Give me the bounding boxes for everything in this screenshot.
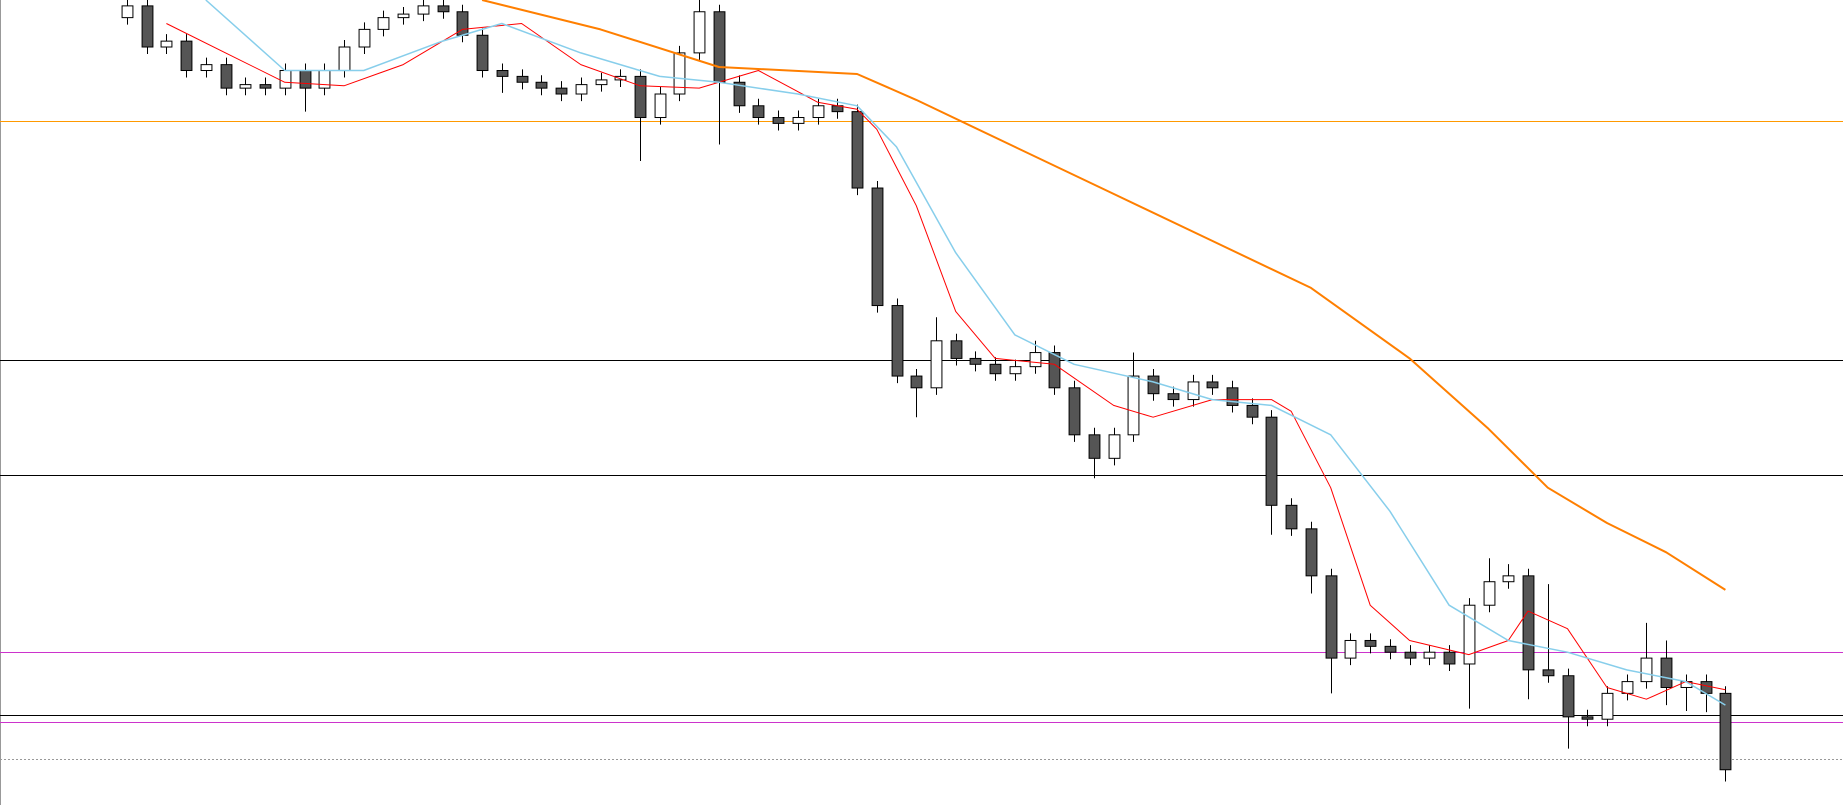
candle-body: [1581, 716, 1594, 720]
candle-body: [1483, 581, 1496, 606]
candle-body: [654, 93, 667, 119]
candle-body: [752, 105, 765, 119]
candle-body: [969, 357, 982, 365]
candle-body: [1226, 387, 1239, 406]
candle-body: [417, 5, 430, 15]
candle-body: [1719, 692, 1732, 771]
moving-average: [481, 0, 1726, 591]
candle-body: [555, 87, 568, 95]
candle-body: [377, 17, 390, 30]
candle-body: [1246, 404, 1259, 418]
candle-body: [772, 117, 785, 124]
candle-body: [476, 34, 489, 72]
candle-body: [733, 81, 746, 107]
candle-body: [1187, 381, 1200, 401]
candle-body: [437, 5, 450, 13]
candle-body: [1068, 387, 1081, 436]
candle-body: [239, 84, 252, 89]
candle-body: [1621, 681, 1634, 694]
candle-body: [1601, 692, 1614, 720]
candle-body: [397, 13, 410, 19]
candle-body: [1325, 575, 1338, 659]
candle-body: [673, 52, 686, 95]
candle-body: [1147, 375, 1160, 395]
candle-body: [279, 70, 292, 89]
candle-body: [1542, 669, 1555, 677]
candle-body: [299, 70, 312, 89]
candle-body: [1009, 366, 1022, 375]
candle-body: [358, 28, 371, 48]
candle-body: [1344, 639, 1357, 659]
candle-body: [1463, 604, 1476, 665]
candle-body: [180, 40, 193, 72]
candle-body: [891, 305, 904, 377]
candle-body: [1265, 416, 1278, 506]
candle-body: [693, 11, 706, 54]
candle-body: [1404, 651, 1417, 659]
candle-body: [910, 375, 923, 389]
candle-body: [160, 40, 173, 48]
candle-body: [141, 5, 154, 48]
candle-body: [595, 79, 608, 86]
candle-body: [535, 81, 548, 89]
candle-body: [1502, 575, 1515, 583]
candle-body: [121, 5, 134, 19]
moving-average: [205, 0, 1726, 706]
candle-body: [220, 64, 233, 89]
candle-body: [1127, 375, 1140, 436]
candle-body: [200, 64, 213, 72]
candle-body: [713, 11, 726, 83]
candle-body: [989, 363, 1002, 375]
candle-body: [614, 75, 627, 81]
candle-body: [1305, 528, 1318, 577]
candle-body: [1285, 504, 1298, 530]
candle-body: [1640, 657, 1653, 683]
candle-body: [812, 105, 825, 119]
candle-body: [1167, 393, 1180, 401]
candle-body: [575, 84, 588, 95]
candle-body: [634, 75, 647, 119]
candle-body: [1562, 675, 1575, 718]
candle-body: [1364, 639, 1377, 647]
candle-body: [851, 111, 864, 189]
candle-body: [930, 340, 943, 389]
candle-body: [792, 117, 805, 124]
candle-body: [1029, 352, 1042, 368]
candle-body: [516, 75, 529, 83]
candle-body: [1108, 434, 1121, 459]
candle-body: [1048, 352, 1061, 389]
candle-body: [318, 70, 331, 89]
candle-body: [871, 187, 884, 307]
candle-body: [338, 46, 351, 72]
candle-body: [1384, 645, 1397, 653]
candle-body: [1660, 657, 1673, 688]
candle-body: [1088, 434, 1101, 459]
candle-body: [1423, 651, 1436, 659]
candle-body: [1206, 381, 1219, 389]
candle-body: [496, 70, 509, 77]
candle-body: [950, 340, 963, 359]
candle-body: [1522, 575, 1535, 671]
candle-body: [1443, 651, 1456, 665]
candle-body: [259, 84, 272, 89]
